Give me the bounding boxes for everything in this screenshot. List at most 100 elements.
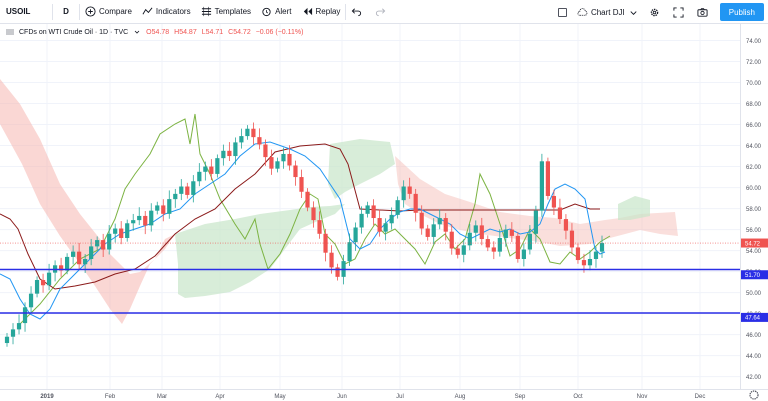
candle-body	[539, 161, 544, 211]
plot-area[interactable]	[0, 24, 740, 389]
candle-body	[281, 153, 286, 162]
price-axis[interactable]: 74.00 72.00 70.00 68.00 66.00 64.00 62.00 60.00…	[746, 39, 762, 381]
interval-button[interactable]: D	[53, 0, 79, 24]
publish-button[interactable]: Publish	[719, 3, 764, 21]
candle-body	[137, 215, 142, 221]
candle-body	[77, 251, 82, 265]
time-tick-label: May	[274, 394, 285, 400]
candle-body	[599, 243, 605, 252]
candle-body	[473, 225, 478, 233]
price-chart[interactable]: 74.00 72.00 70.00 68.00 66.00 64.00 62.00 60.00…	[0, 24, 768, 401]
price-label-text: 54.72	[745, 241, 761, 247]
candle-body	[389, 214, 394, 224]
candle-body	[16, 323, 22, 330]
candle-body	[143, 215, 148, 226]
toolbar-right-group: Chart DJI Publish	[553, 0, 768, 24]
publish-label: Publish	[728, 7, 755, 17]
multi-layout-toggle[interactable]	[553, 0, 572, 24]
price-tick-label: 66.00	[746, 123, 762, 129]
indicators-icon	[142, 7, 153, 15]
candle-body	[89, 246, 94, 259]
axis-settings-button[interactable]	[749, 390, 759, 400]
candle-body	[563, 219, 569, 231]
candle-body	[251, 128, 256, 138]
candle-body	[305, 191, 310, 208]
candle-body	[359, 213, 364, 228]
price-label-badge	[741, 238, 768, 248]
candle-body	[209, 166, 214, 174]
snapshot-button[interactable]	[692, 0, 716, 24]
price-label-badge	[741, 270, 768, 280]
legend-close: C54.72	[228, 28, 251, 36]
candle-body	[233, 142, 238, 157]
candle-body	[587, 258, 593, 266]
price-label-text: 47.64	[745, 316, 761, 322]
price-tick-label: 58.00	[746, 207, 762, 213]
candle-body	[455, 248, 460, 255]
fullscreen-button[interactable]	[668, 0, 692, 24]
candle-body	[269, 157, 274, 169]
candle-body	[419, 212, 424, 229]
alert-button[interactable]: Alert	[256, 0, 296, 24]
candle-body	[167, 199, 172, 214]
candle-body	[491, 247, 496, 252]
cloud-bearish-segment-2	[395, 156, 678, 246]
candle-body	[179, 186, 184, 194]
gear-icon	[650, 8, 659, 16]
price-tick-label: 74.00	[746, 39, 762, 45]
candle-body	[257, 137, 262, 145]
candle-body	[40, 280, 46, 286]
price-tick-label: 68.00	[746, 102, 762, 108]
alert-label: Alert	[275, 7, 292, 16]
price-tick-label: 46.00	[746, 333, 762, 339]
replay-label: Replay	[315, 7, 341, 16]
undo-icon	[352, 8, 362, 17]
candle-body	[239, 136, 244, 143]
price-labels: 54.72 51.70 47.64	[0, 238, 768, 322]
candle-body	[221, 150, 226, 159]
templates-label: Templates	[214, 7, 252, 16]
templates-button[interactable]: Templates	[196, 0, 256, 24]
chart-layout-button[interactable]: Chart DJI	[572, 0, 644, 24]
replay-button[interactable]: Replay	[297, 0, 346, 24]
price-tick-label: 72.00	[746, 60, 762, 66]
time-axis[interactable]: 2019 Feb Mar Apr May Jun Jul Aug Sep Oct Nov Dec	[40, 394, 705, 400]
toolbar-divider	[345, 3, 347, 20]
candle-body	[46, 272, 52, 286]
chevron-down-icon	[630, 10, 637, 15]
candle-body	[125, 223, 130, 238]
redo-button[interactable]	[370, 0, 394, 24]
candle-body	[227, 150, 232, 157]
candle-body	[107, 233, 112, 250]
collapse-legend-icon[interactable]	[6, 28, 15, 36]
ichimoku-cloud	[0, 79, 678, 324]
candle-body	[197, 171, 202, 182]
time-tick-label: Apr	[215, 394, 224, 400]
compare-button[interactable]: Compare	[80, 0, 137, 24]
price-tick-label: 70.00	[746, 81, 762, 87]
candle-body	[185, 186, 190, 195]
time-tick-label: Dec	[695, 394, 706, 400]
cloud-bullish-segment-2	[328, 139, 395, 199]
candle-body	[413, 193, 418, 213]
symbol-search[interactable]: USOIL	[0, 0, 52, 24]
checkbox-square-icon	[557, 7, 567, 17]
candle-body	[347, 242, 352, 262]
settings-button[interactable]	[644, 0, 668, 24]
indicators-button[interactable]: Indicators	[137, 0, 196, 24]
candle-body	[569, 230, 575, 248]
symbol-label: USOIL	[6, 7, 31, 16]
undo-button[interactable]	[346, 0, 370, 24]
chevron-down-icon[interactable]	[134, 29, 140, 35]
gear-icon	[749, 390, 759, 400]
redo-icon	[376, 8, 386, 17]
candle-body	[203, 166, 208, 172]
candle-body	[131, 220, 136, 224]
candle-body	[407, 186, 412, 194]
camera-icon	[697, 7, 708, 17]
candle-body	[371, 205, 376, 219]
plus-circle-icon	[85, 6, 96, 17]
time-tick-label: Jun	[337, 394, 347, 400]
candle-body	[515, 235, 520, 259]
candle-body	[119, 228, 124, 238]
